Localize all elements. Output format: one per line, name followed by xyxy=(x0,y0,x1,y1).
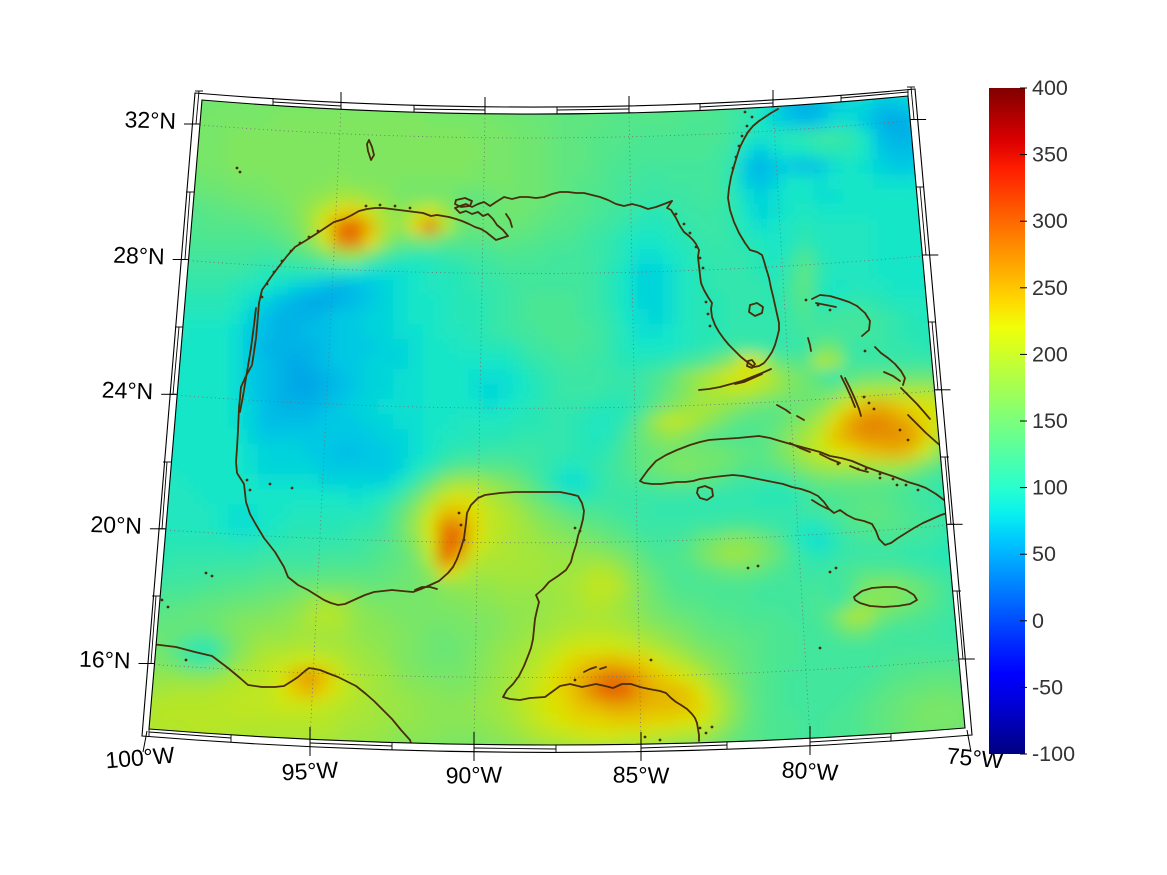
svg-text:-50: -50 xyxy=(1032,675,1063,699)
svg-text:20°N: 20°N xyxy=(90,511,142,539)
svg-text:250: 250 xyxy=(1032,276,1068,300)
svg-text:150: 150 xyxy=(1032,409,1068,433)
svg-text:400: 400 xyxy=(1032,76,1068,100)
svg-text:0: 0 xyxy=(1032,609,1044,633)
svg-text:85°W: 85°W xyxy=(612,761,669,788)
svg-text:350: 350 xyxy=(1032,143,1068,167)
svg-text:24°N: 24°N xyxy=(101,377,153,405)
svg-text:80°W: 80°W xyxy=(781,756,839,785)
svg-text:-100: -100 xyxy=(1032,742,1075,766)
svg-text:32°N: 32°N xyxy=(124,106,176,134)
svg-text:100: 100 xyxy=(1032,476,1068,500)
svg-text:90°W: 90°W xyxy=(446,762,503,789)
svg-text:200: 200 xyxy=(1032,342,1068,366)
svg-text:28°N: 28°N xyxy=(113,242,165,270)
svg-text:95°W: 95°W xyxy=(281,757,339,786)
svg-text:16°N: 16°N xyxy=(79,646,131,674)
svg-text:50: 50 xyxy=(1032,542,1056,566)
svg-text:300: 300 xyxy=(1032,209,1068,233)
svg-text:100°W: 100°W xyxy=(104,742,176,774)
